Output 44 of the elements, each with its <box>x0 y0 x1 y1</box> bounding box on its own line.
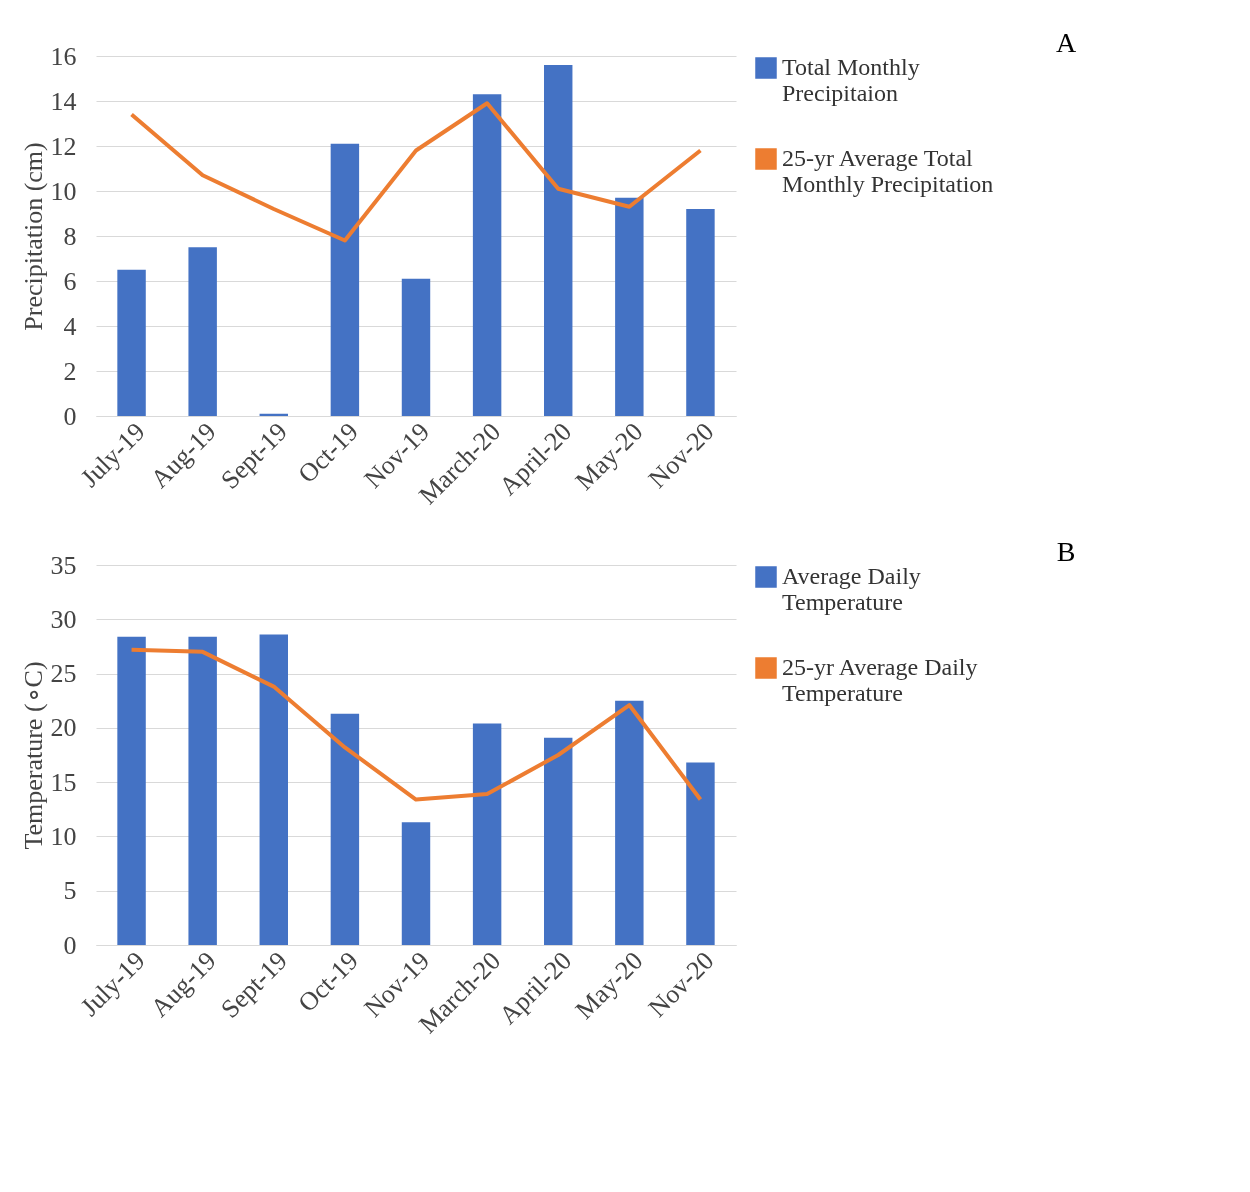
bar <box>544 737 573 945</box>
y-tick-label: 0 <box>63 930 77 960</box>
bar <box>117 269 146 416</box>
legend-label: 25-yr Average Total Monthly Precipitation <box>782 145 994 197</box>
bar <box>686 762 715 945</box>
line-series <box>129 101 703 243</box>
text: B <box>1056 536 1076 567</box>
text: A <box>1055 27 1077 58</box>
y-tick-label: 35 <box>50 550 77 580</box>
y-tick-label: 12 <box>50 131 77 161</box>
bar <box>330 713 360 945</box>
y-tick-label: 2 <box>63 356 77 386</box>
bar <box>330 143 360 416</box>
bar <box>686 209 715 416</box>
y-tick-label: 10 <box>50 821 77 851</box>
y-axis-title: Precipitation (cm) <box>18 142 48 331</box>
bar <box>615 197 644 416</box>
bar <box>615 700 644 945</box>
y-tick-label: 6 <box>63 266 77 296</box>
bar <box>544 65 573 416</box>
y-tick-label: 15 <box>50 767 77 797</box>
bar <box>401 278 431 416</box>
line-series <box>129 647 703 802</box>
legend-label: Average Daily Temperature <box>782 563 921 615</box>
y-tick-label: 0 <box>63 401 77 431</box>
bar <box>472 94 502 416</box>
bar <box>401 822 431 945</box>
y-tick-label: 5 <box>63 876 77 906</box>
y-axis-title: Temperature (∘C) <box>18 661 48 850</box>
y-tick-label: 25 <box>50 659 77 689</box>
bar <box>188 636 217 945</box>
bar <box>259 634 288 945</box>
y-tick-label: 16 <box>50 41 77 71</box>
y-tick-label: 14 <box>50 86 77 116</box>
y-tick-label: 4 <box>63 311 77 341</box>
y-tick-label: 10 <box>50 176 77 206</box>
y-tick-label: 30 <box>50 604 77 634</box>
y-tick-label: 8 <box>63 221 77 251</box>
y-tick-label: 20 <box>50 713 77 743</box>
bar <box>188 247 217 416</box>
legend-label: 25-yr Average Daily Temperature <box>782 654 978 706</box>
legend-label: Total Monthly Precipitaion <box>782 54 920 106</box>
bar <box>117 636 146 945</box>
bar <box>472 723 502 945</box>
